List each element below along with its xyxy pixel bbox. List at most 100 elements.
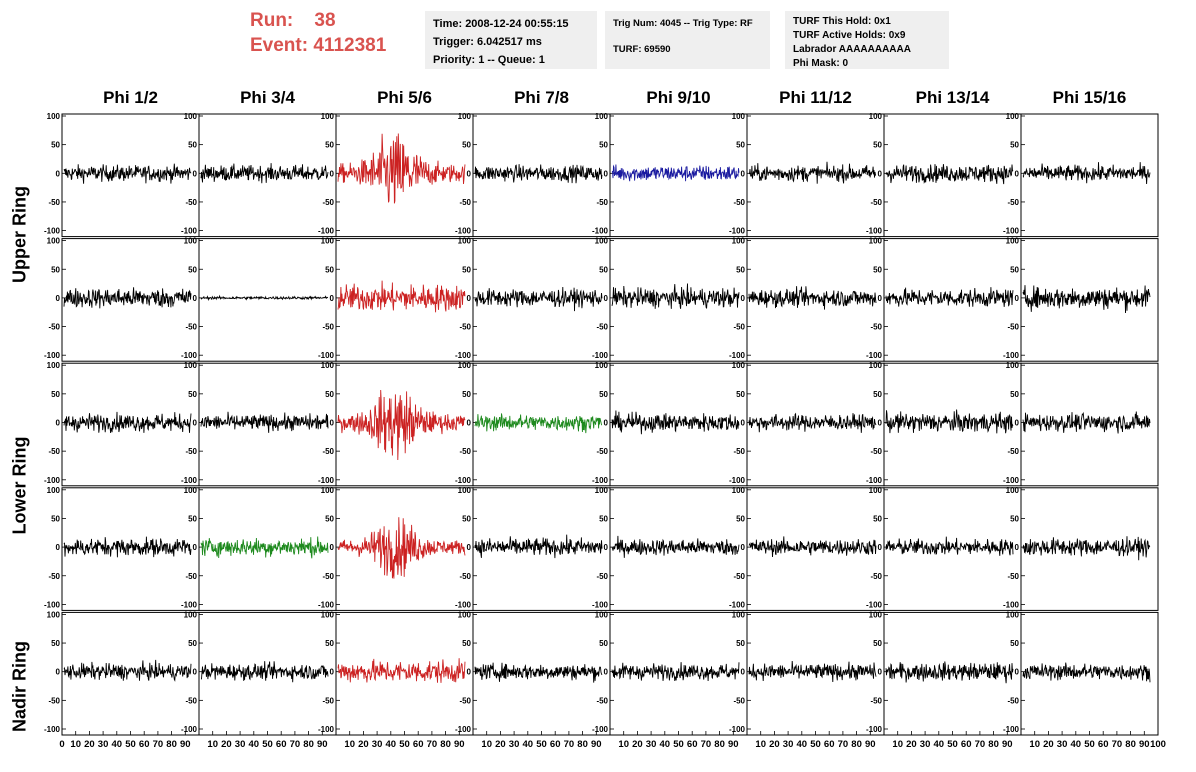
y-tick-label: -50 [322, 447, 334, 456]
time-info-box: Time: 2008-12-24 00:55:15 Trigger: 6.042… [425, 11, 597, 69]
time-text: Time: 2008-12-24 00:55:15 [433, 18, 569, 30]
y-tick-label: -50 [870, 447, 882, 456]
y-tick-label: 50 [1010, 514, 1019, 523]
y-tick-label: 100 [184, 610, 198, 619]
y-tick-label: 50 [462, 390, 471, 399]
x-tick-label: 60 [824, 739, 835, 750]
y-tick-label: 50 [736, 265, 745, 274]
x-tick-label: 70 [1112, 739, 1123, 750]
column-header-3: Phi 5/6 [377, 88, 432, 107]
x-tick-label: 80 [303, 739, 314, 750]
y-tick-label: -100 [455, 227, 472, 236]
x-tick-label: 70 [701, 739, 712, 750]
y-tick-label: 100 [321, 237, 335, 246]
y-tick-label: 50 [736, 514, 745, 523]
y-tick-label: 0 [604, 169, 609, 178]
y-tick-label: 50 [1010, 390, 1019, 399]
column-header-5: Phi 9/10 [646, 88, 711, 107]
trigger-text: Trigger: 6.042517 ms [433, 36, 542, 48]
y-tick-label: -50 [870, 198, 882, 207]
panel-frame [1020, 362, 1159, 487]
x-tick-label: 90 [591, 739, 602, 750]
y-tick-label: 0 [467, 419, 472, 428]
y-tick-label: 50 [51, 265, 60, 274]
y-tick-label: -100 [729, 351, 746, 360]
y-tick-label: -50 [733, 323, 745, 332]
y-tick-label: 0 [330, 543, 335, 552]
waveform-trace [885, 409, 1014, 434]
y-tick-label: 50 [462, 265, 471, 274]
y-tick-label: -100 [592, 476, 609, 485]
y-tick-label: -50 [322, 572, 334, 581]
y-tick-label: 50 [736, 639, 745, 648]
x-tick-label: 30 [509, 739, 520, 750]
column-header-1: Phi 1/2 [103, 88, 158, 107]
y-tick-label: -100 [729, 600, 746, 609]
x-tick-label: 60 [413, 739, 424, 750]
y-tick-label: 0 [56, 169, 61, 178]
y-tick-label: 100 [321, 112, 335, 121]
waveform-trace [474, 534, 603, 559]
y-tick-label: 100 [732, 361, 746, 370]
x-tick-label: 60 [961, 739, 972, 750]
column-header-7: Phi 13/14 [915, 88, 990, 107]
y-tick-label: 100 [321, 486, 335, 495]
waveform-trace [63, 287, 192, 309]
waveform-trace [748, 536, 877, 558]
y-tick-label: -50 [459, 447, 471, 456]
y-tick-label: -50 [596, 696, 608, 705]
waveform-trace [1022, 285, 1151, 314]
y-tick-label: 100 [1006, 237, 1020, 246]
waveform-trace [885, 536, 1014, 556]
y-tick-label: 100 [595, 237, 609, 246]
column-header-4: Phi 7/8 [514, 88, 569, 107]
y-tick-label: -50 [870, 323, 882, 332]
waveform-trace [337, 133, 466, 204]
labrador-text: Labrador AAAAAAAAAA [793, 44, 911, 55]
y-tick-label: -100 [455, 476, 472, 485]
panel-frame [1020, 113, 1159, 238]
x-tick-label: 50 [536, 739, 547, 750]
x-tick-label: 20 [221, 739, 232, 750]
y-tick-label: 100 [732, 486, 746, 495]
y-tick-label: -50 [459, 696, 471, 705]
y-tick-label: 100 [869, 610, 883, 619]
y-tick-label: 0 [330, 169, 335, 178]
x-tick-label: 70 [838, 739, 849, 750]
y-tick-label: 50 [188, 514, 197, 523]
y-tick-label: -50 [48, 572, 60, 581]
y-tick-label: -100 [44, 351, 61, 360]
x-tick-label: 10 [755, 739, 766, 750]
y-tick-label: -100 [866, 227, 883, 236]
waveform-trace [337, 517, 466, 579]
waveform-trace [474, 164, 603, 184]
x-tick-label: 40 [249, 739, 260, 750]
waveform-trace [474, 662, 603, 683]
y-tick-label: -100 [455, 351, 472, 360]
run-event-box: Run: 38 Event: 4112381 [250, 8, 420, 68]
x-tick-label: 70 [153, 739, 164, 750]
y-tick-label: 50 [873, 141, 882, 150]
y-tick-label: 50 [462, 141, 471, 150]
waveform-trace [885, 164, 1014, 185]
x-tick-label: 10 [207, 739, 218, 750]
trig-num-text: Trig Num: 4045 -- Trig Type: RF [613, 18, 753, 29]
x-tick-label: 30 [920, 739, 931, 750]
y-tick-label: -100 [592, 600, 609, 609]
y-tick-label: -50 [596, 572, 608, 581]
x-tick-label: 30 [372, 739, 383, 750]
y-tick-label: 50 [873, 639, 882, 648]
x-tick-label: 60 [276, 739, 287, 750]
y-tick-label: 50 [51, 514, 60, 523]
turf-info-box: TURF This Hold: 0x1 TURF Active Holds: 0… [785, 11, 949, 69]
y-tick-label: -50 [596, 198, 608, 207]
y-tick-label: 100 [1006, 112, 1020, 121]
y-tick-label: 100 [321, 361, 335, 370]
y-tick-label: 100 [184, 237, 198, 246]
y-tick-label: -50 [459, 323, 471, 332]
y-tick-label: 0 [56, 668, 61, 677]
y-tick-label: 0 [193, 543, 198, 552]
y-tick-label: -100 [729, 476, 746, 485]
waveform-trace [63, 163, 192, 184]
y-tick-label: 50 [51, 390, 60, 399]
